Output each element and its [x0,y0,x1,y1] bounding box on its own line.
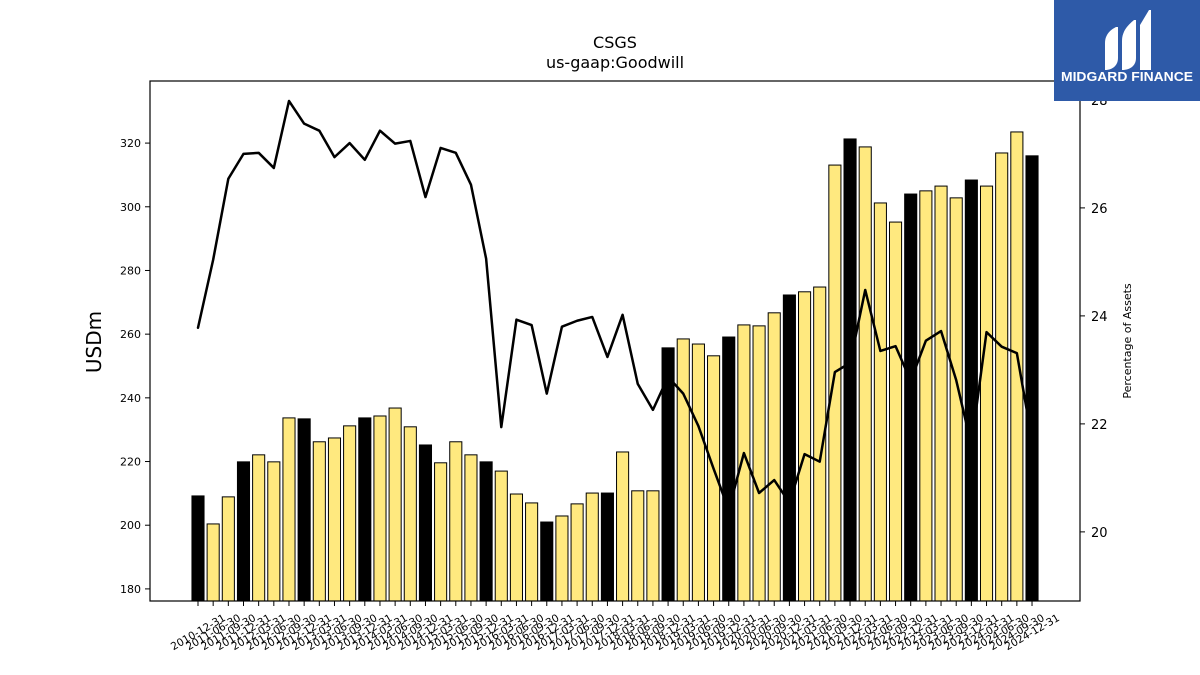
bar-2018-09-30 [646,490,660,602]
logo-icon-middle-stroke [1122,20,1136,70]
y2-tick-label: 20 [1091,526,1108,541]
y-tick-label: 300 [120,201,141,214]
bar-2016-09-30 [525,502,539,602]
bar-2022-06-30 [873,202,887,602]
y2-tick-label: 24 [1091,310,1108,325]
bar-2021-12-31 [843,138,857,602]
bar-2019-12-31 [722,336,736,602]
percentage-of-assets-line [196,99,1034,511]
bar-2021-09-30 [828,164,842,602]
bar-2013-12-31 [358,417,372,602]
bar-2014-03-31 [373,415,387,602]
y2-tick-label: 26 [1091,202,1108,217]
bar-2014-09-30 [403,426,417,602]
y-axis-label: USDm [82,311,106,373]
y2-tick-label: 22 [1091,418,1108,433]
bar-2013-03-31 [312,441,326,602]
bar-2019-06-30 [691,343,705,602]
bar-2019-03-31 [676,338,690,602]
bar-2024-12-31 [1025,155,1039,602]
bar-2017-06-30 [570,503,584,602]
bar-2023-12-31 [964,179,978,602]
bar-2014-12-31 [418,444,433,602]
bar-2023-06-30 [934,185,948,602]
logo-icon-right-stroke [1140,10,1151,70]
y-tick-label: 180 [120,583,141,596]
y-tick-label: 220 [120,456,141,469]
bar-2018-03-31 [616,451,630,602]
bar-2020-06-30 [752,325,766,602]
bar-2024-09-30 [1010,131,1024,602]
bar-2011-06-30 [206,523,220,602]
bar-2015-12-31 [479,461,493,602]
midgard-finance-logo: MIDGARD FINANCE [1054,0,1200,101]
bar-2012-09-30 [282,417,296,602]
logo-graphic: MIDGARD FINANCE [1054,0,1200,101]
y-tick-label: 260 [120,328,141,341]
bar-2013-09-30 [343,425,357,602]
bar-2016-03-31 [494,470,508,602]
y-tick-label: 200 [120,519,141,532]
bar-2013-06-30 [327,437,342,602]
y-tick-label: 240 [120,392,141,405]
bar-2016-12-31 [540,521,554,602]
bar-2010-12-31 [191,495,205,602]
bar-2020-12-31 [782,294,796,602]
bar-2012-12-31 [297,418,311,602]
logo-wordmark: MIDGARD FINANCE [1061,69,1193,84]
chart-title: CSGS [593,33,637,52]
bar-2018-06-30 [631,490,645,602]
plot-frame [149,80,1081,602]
bar-2015-06-30 [449,441,463,602]
bar-2020-09-30 [767,312,781,602]
y2-axis-label: Percentage of Assets [1121,283,1134,399]
bar-2016-06-30 [509,493,523,602]
bar-2021-03-31 [798,291,812,602]
y-tick-label: 320 [120,137,141,150]
logo-icon-left-stroke [1105,27,1118,70]
chart-subtitle: us-gaap:Goodwill [546,53,684,72]
bar-2015-09-30 [464,454,478,602]
x-axis: 2010-12-312011-06-302011-09-302011-12-31… [169,601,1062,653]
bar-2017-12-31 [600,492,614,602]
left-y-axis: 180 200 220 240 260 280 300 320 [120,137,150,596]
bar-series [191,131,1039,602]
bar-2012-06-30 [267,461,281,602]
y-tick-label: 280 [120,264,141,277]
bar-2017-03-31 [555,515,569,602]
bar-2022-12-31 [904,193,918,602]
bar-2014-06-30 [388,407,402,602]
bar-2022-09-30 [888,221,903,602]
bar-2017-09-30 [585,492,599,602]
bar-2024-06-30 [995,152,1009,602]
bar-2023-03-31 [919,190,933,602]
bar-2012-03-31 [252,454,266,602]
midgard-logo-icon [1105,10,1151,70]
line-series [196,99,1034,511]
bar-2011-09-30 [221,496,235,602]
bar-2011-12-31 [236,461,251,602]
bar-2022-03-31 [858,146,872,602]
bar-2015-03-31 [434,462,448,602]
bar-2024-03-31 [979,185,994,602]
